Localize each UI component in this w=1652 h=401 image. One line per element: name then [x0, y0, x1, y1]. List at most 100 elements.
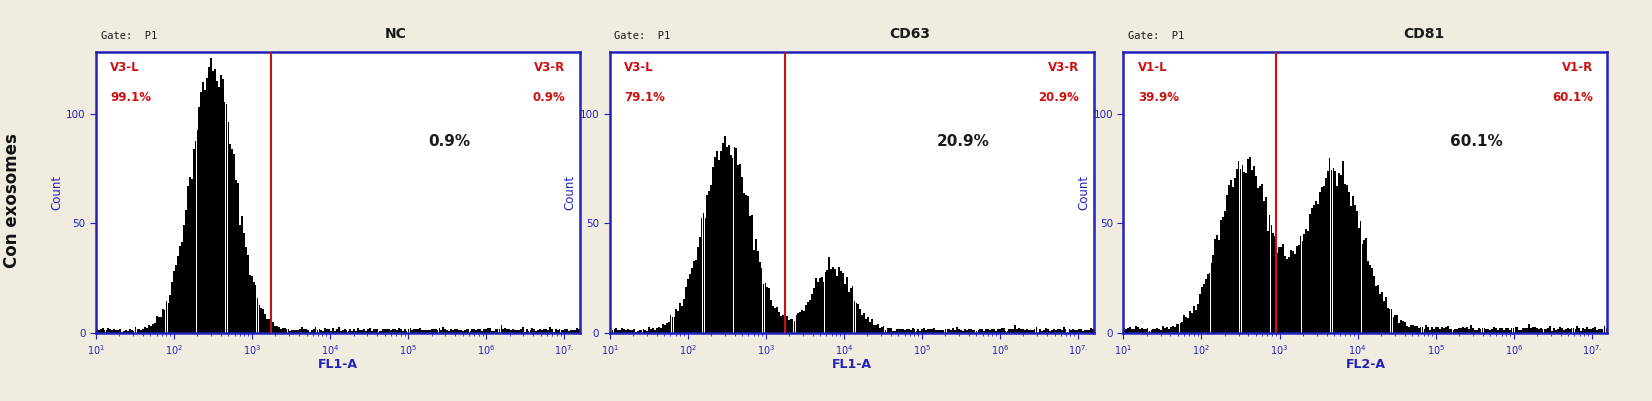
Bar	[1373, 276, 1374, 333]
Bar	[1057, 329, 1059, 333]
Bar	[1236, 169, 1237, 333]
Text: 0.9%: 0.9%	[428, 134, 471, 150]
Bar	[253, 282, 254, 333]
Bar	[152, 324, 154, 333]
Bar	[729, 145, 730, 333]
Bar	[1265, 197, 1267, 333]
Bar	[735, 148, 737, 333]
Bar	[654, 330, 656, 333]
Bar	[1221, 220, 1222, 333]
Bar	[387, 329, 388, 333]
Bar	[819, 278, 821, 333]
Bar	[730, 155, 732, 333]
Bar	[144, 327, 145, 333]
Bar	[1229, 180, 1232, 333]
Bar	[1555, 330, 1556, 333]
Bar	[857, 304, 859, 333]
Bar	[1170, 327, 1171, 333]
Bar	[1431, 327, 1432, 333]
Bar	[700, 218, 702, 333]
Bar	[451, 329, 453, 333]
Bar	[836, 275, 838, 333]
Bar	[430, 330, 431, 333]
Bar	[358, 330, 362, 333]
Bar	[392, 329, 393, 333]
Text: Con exosomes: Con exosomes	[3, 133, 20, 268]
Bar	[306, 329, 307, 333]
Bar	[314, 327, 317, 333]
Bar	[1480, 329, 1482, 333]
Bar	[740, 164, 742, 333]
Bar	[1153, 329, 1155, 333]
Bar	[1270, 225, 1272, 333]
Bar	[1348, 192, 1350, 333]
Bar	[699, 237, 700, 333]
Bar	[1011, 329, 1013, 333]
Bar	[1457, 328, 1459, 333]
Bar	[350, 330, 352, 333]
Bar	[692, 261, 695, 333]
Bar	[345, 330, 347, 333]
Bar	[530, 330, 532, 333]
Bar	[453, 330, 454, 333]
Bar	[1526, 328, 1528, 333]
Bar	[643, 329, 644, 333]
Bar	[634, 332, 636, 333]
Bar	[1204, 279, 1206, 333]
Bar	[466, 329, 468, 333]
Bar	[813, 288, 814, 333]
Bar	[276, 326, 278, 333]
Bar	[1498, 328, 1502, 333]
Bar	[1353, 205, 1356, 333]
Bar	[960, 330, 961, 333]
Bar	[1588, 330, 1589, 333]
Bar	[1330, 170, 1333, 333]
Bar	[322, 331, 324, 333]
Bar	[302, 329, 306, 333]
Bar	[1188, 318, 1189, 333]
Bar	[1300, 236, 1302, 333]
Bar	[661, 328, 662, 333]
Bar	[1032, 330, 1034, 333]
Bar	[1460, 328, 1462, 333]
Bar	[1142, 328, 1143, 333]
Bar	[1437, 327, 1439, 333]
Bar	[1505, 328, 1507, 333]
Bar	[1191, 314, 1193, 333]
Bar	[1269, 215, 1270, 333]
Bar	[715, 151, 719, 333]
Bar	[230, 144, 231, 333]
Bar	[548, 327, 550, 333]
Bar	[943, 330, 945, 333]
Bar	[674, 317, 676, 333]
Bar	[1538, 329, 1540, 333]
Text: Gate:  P1: Gate: P1	[101, 31, 157, 41]
Bar	[1084, 330, 1085, 333]
Bar	[1470, 325, 1472, 333]
Bar	[565, 329, 567, 333]
Bar	[520, 330, 522, 333]
Bar	[534, 330, 535, 333]
Bar	[339, 327, 340, 333]
Bar	[1510, 328, 1513, 333]
Bar	[499, 329, 501, 333]
Bar	[1441, 327, 1442, 333]
Bar	[669, 315, 671, 333]
Bar	[553, 332, 555, 333]
Bar	[408, 329, 410, 333]
Bar	[1216, 235, 1218, 333]
Bar	[952, 328, 955, 333]
Bar	[221, 79, 223, 333]
Bar	[1285, 259, 1289, 333]
Bar	[342, 330, 344, 333]
Bar	[183, 225, 185, 333]
Bar	[1322, 187, 1323, 333]
Bar	[920, 330, 922, 333]
Bar	[544, 329, 545, 333]
Bar	[1528, 324, 1530, 333]
Bar	[1366, 238, 1368, 333]
Bar	[620, 330, 621, 333]
Bar	[1251, 170, 1252, 333]
Bar	[1391, 309, 1393, 333]
Bar	[454, 329, 456, 333]
